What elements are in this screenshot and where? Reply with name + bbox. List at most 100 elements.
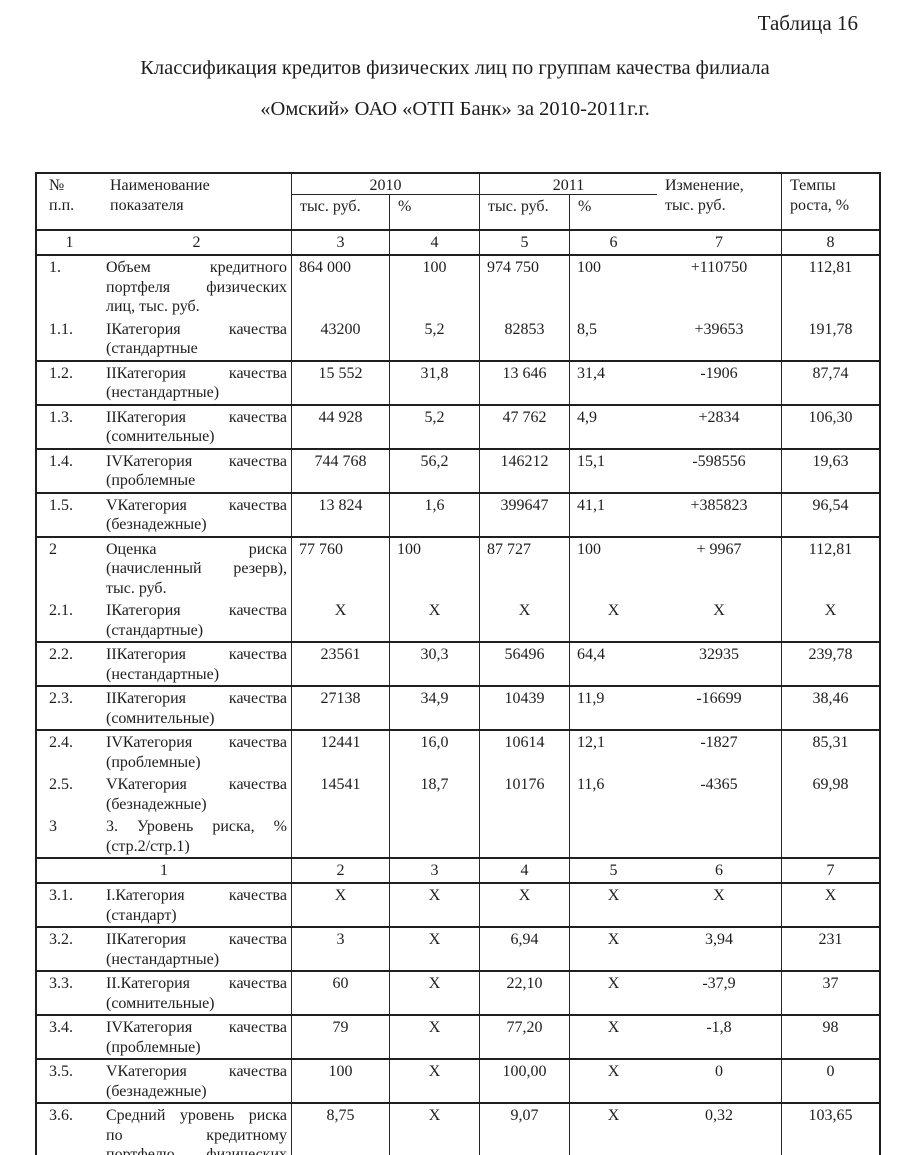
indicator-name-line: IVКатегория качества — [106, 452, 287, 470]
row-number-cell: 1.5. — [49, 496, 73, 514]
value-cell: 12,1 — [577, 734, 605, 751]
table-row: 3.5. VКатегория качества (безнадежные) 100 X… — [37, 1060, 879, 1102]
indicator-name-cell: IIКатегория качества (нестандартные) — [102, 361, 292, 404]
row-number-cell: 3.3. — [49, 975, 73, 992]
value-cell: 11,9 — [577, 690, 605, 707]
header-year-2011: 2011 — [480, 174, 657, 195]
value-cell: X — [390, 928, 480, 970]
header-thousand-rub-2010: тыс. руб. — [292, 195, 390, 229]
value-cell: 103,65 — [808, 1107, 853, 1124]
value-cell: X — [607, 1107, 620, 1124]
indicator-name-line: IIКатегория качества — [106, 408, 287, 426]
indicator-name-line: (нестандартные) — [106, 665, 220, 683]
indicator-name-cell: 3. Уровень риска, % (стр.2/стр.1) — [102, 815, 292, 857]
table-row: 1.1. IКатегория качества (стандартные 43200… — [37, 317, 879, 360]
value-cell: 77,20 — [480, 1016, 570, 1058]
indicator-name-line: IКатегория качества — [106, 320, 287, 338]
value-cell: 112,81 — [808, 259, 853, 276]
value-cell: 13 824 — [292, 493, 390, 536]
indicator-name-cell: II.Категория качества (сомнительные) — [102, 972, 292, 1014]
value-cell: 239,78 — [808, 646, 853, 663]
value-cell: X — [390, 1060, 480, 1102]
value-cell: 12441 — [292, 731, 390, 773]
value-cell: 231 — [818, 931, 843, 948]
document-title-line2: «Омский» ОАО «ОТП Банк» за 2010-2011г.г. — [260, 98, 650, 120]
indicator-name-cell: IVКатегория качества (проблемные) — [102, 731, 292, 773]
value-cell: 96,54 — [812, 496, 849, 514]
value-cell: 10439 — [480, 687, 570, 729]
indicator-name-line: IVКатегория качества — [106, 1019, 287, 1036]
numbering-cell: 3 — [390, 859, 480, 882]
indicator-name-cell: IКатегория качества (стандартные) — [102, 599, 292, 641]
value-cell: 30,3 — [390, 643, 480, 685]
numbering-cell: 6 — [657, 859, 782, 882]
table-region: 3.5. VКатегория качества (безнадежные) 100 X… — [37, 1060, 879, 1104]
value-cell — [292, 815, 390, 857]
indicator-name-line: IКатегория качества — [106, 602, 287, 619]
value-cell: X — [390, 1016, 480, 1058]
table-region: 1.2. IIКатегория качества (нестандартные) 1… — [37, 361, 879, 406]
indicator-name-cell: IVКатегория качества (проблемные) — [102, 1016, 292, 1058]
value-cell: 15 552 — [292, 361, 390, 404]
value-cell: 38,46 — [812, 690, 849, 707]
row-number-cell: 2.5. — [49, 776, 73, 793]
value-cell: 1,6 — [390, 493, 480, 536]
indicator-name-line: лиц, тыс. руб. — [106, 298, 200, 315]
value-cell: 19,63 — [812, 452, 849, 470]
table-header-row: № п.п. Наименование показателя 2010 2011 Изм… — [37, 174, 879, 231]
indicator-name-line: VКатегория качества — [106, 496, 287, 514]
indicator-name-line: Объем кредитного — [106, 259, 287, 276]
credit-classification-table: № п.п. Наименование показателя 2010 2011 Изм… — [35, 172, 881, 1155]
value-cell — [657, 815, 782, 857]
value-cell: 106,30 — [808, 408, 853, 426]
value-cell: -1,8 — [657, 1016, 782, 1058]
header-percent-2010: % — [390, 195, 480, 229]
value-cell: 3,94 — [657, 928, 782, 970]
table-region: 3.6. Средний уровень риска по кредитному по… — [37, 1104, 879, 1155]
row-number-cell: 3.6. — [49, 1107, 73, 1124]
value-cell: -4365 — [657, 773, 782, 815]
value-cell: X — [607, 887, 620, 904]
value-cell: +2834 — [657, 405, 782, 448]
numbering-cell: 2 — [292, 859, 390, 882]
value-cell: 18,7 — [390, 773, 480, 815]
value-cell: 64,4 — [577, 646, 605, 663]
table-row: 2.3. IIКатегория качества (сомнительные) 27… — [37, 687, 879, 729]
table-row: 1.2. IIКатегория качества (нестандартные) 1… — [37, 361, 879, 404]
value-cell: 10176 — [480, 773, 570, 815]
table-region: 2.4. IVКатегория качества (проблемные) 1244… — [37, 731, 879, 859]
value-cell: 14541 — [292, 773, 390, 815]
value-cell: -1827 — [657, 731, 782, 773]
value-cell — [480, 815, 570, 857]
value-cell: 146212 — [480, 449, 570, 492]
indicator-name-line: портфеля физических — [106, 278, 287, 296]
table-region: 3.1. I.Категория качества (стандарт) X X X X X X — [37, 884, 879, 928]
indicator-name-line: (нестандартные) — [106, 384, 220, 401]
indicator-name-line: IIКатегория качества — [106, 646, 287, 663]
value-cell: 27138 — [292, 687, 390, 729]
value-cell: X — [480, 884, 570, 926]
value-cell: 34,9 — [390, 687, 480, 729]
value-cell: X — [390, 1104, 480, 1155]
indicator-name-line: тыс. руб. — [106, 579, 167, 597]
value-cell: 22,10 — [480, 972, 570, 1014]
table-row: 3.6. Средний уровень риска по кредитному по… — [37, 1104, 879, 1155]
value-cell: 8,5 — [577, 320, 597, 338]
indicator-name-line: (стандартные) — [106, 621, 204, 639]
table-row: 1. Объем кредитного портфеля физических лиц… — [37, 256, 879, 318]
table-row: 3.4. IVКатегория качества (проблемные) 79 X 7… — [37, 1016, 879, 1058]
document-title-line1: Классификация кредитов физических лиц по… — [140, 57, 770, 79]
value-cell: 44 928 — [292, 405, 390, 448]
value-cell: 15,1 — [577, 452, 605, 470]
value-cell: 399647 — [480, 493, 570, 536]
indicator-name-line: Оценка риска — [106, 540, 287, 558]
indicator-name-line: I.Категория качества — [106, 887, 287, 904]
value-cell: 5,2 — [390, 405, 480, 448]
value-cell: X — [824, 887, 837, 904]
indicator-name-cell: IIКатегория качества (сомнительные) — [102, 405, 292, 448]
numbering-cell: 7 — [657, 231, 782, 254]
numbering-cell: 2 — [102, 231, 292, 254]
value-cell: 47 762 — [480, 405, 570, 448]
value-cell: 100 — [390, 256, 480, 318]
